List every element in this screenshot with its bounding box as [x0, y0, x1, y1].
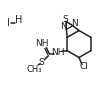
Text: Cl: Cl	[80, 62, 88, 71]
Text: S: S	[62, 15, 68, 24]
Text: NH: NH	[36, 39, 49, 48]
Text: CH₃: CH₃	[27, 65, 42, 74]
Text: N: N	[71, 19, 78, 28]
Text: NH: NH	[52, 48, 65, 57]
Text: S: S	[38, 58, 44, 67]
Text: N: N	[60, 22, 66, 31]
Text: I: I	[7, 18, 9, 28]
Text: H: H	[15, 15, 23, 25]
